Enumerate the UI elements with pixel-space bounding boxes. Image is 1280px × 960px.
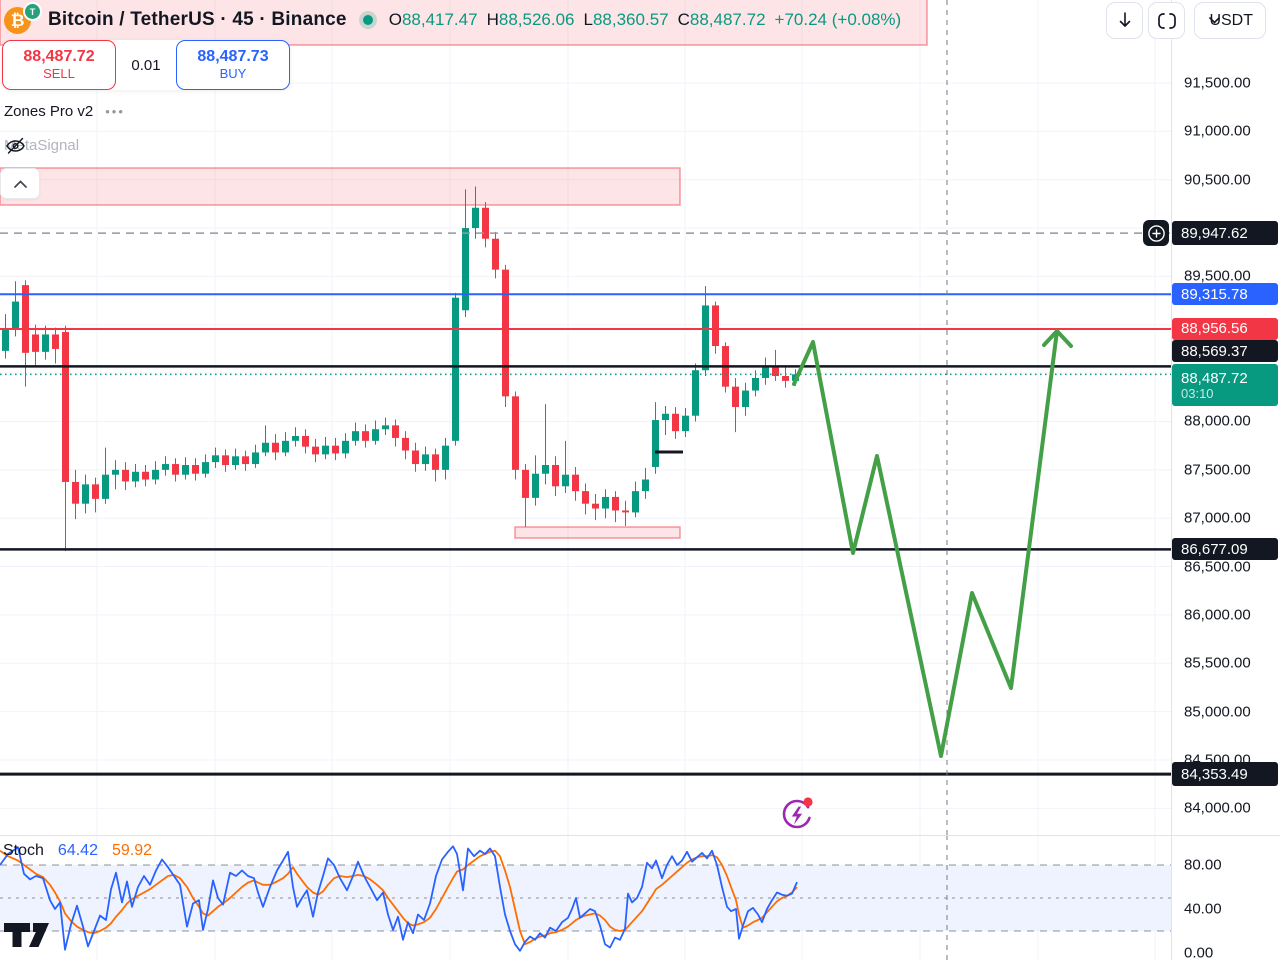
stoch-label: Stoch [3,842,44,859]
price-tick-label: 90,500.00 [1184,171,1251,189]
supply-zones [0,0,928,539]
stoch-k-value: 64.42 [57,842,98,859]
chevron-up-icon [13,179,27,188]
stoch-tick-label: 0.00 [1184,944,1214,960]
price-level-label: 89,947.62 [1172,221,1278,246]
stoch-k-line [0,845,798,952]
countdown-timer: 03:10 [1181,385,1214,401]
price-tick-label: 85,500.00 [1184,654,1251,672]
change-value: +70.24 (+0.08%) [774,10,902,29]
price-grid [0,0,1171,835]
sell-button[interactable]: 88,487.72 SELL [2,40,116,90]
download-button[interactable] [1106,2,1144,39]
price-level-label: 89,315.78 [1172,283,1278,306]
quantity-field[interactable]: 0.01 [131,56,161,74]
price-axis[interactable] [1171,0,1280,960]
bitcoin-icon[interactable]: ₿ T [4,2,42,36]
price-tick-label: 87,000.00 [1184,509,1251,527]
snapshot-icon [1158,12,1176,29]
collapse-button[interactable] [0,168,40,199]
eye-hidden-icon[interactable] [4,136,27,155]
close-label: C [677,10,690,29]
price-tick-label: 91,500.00 [1184,74,1251,92]
price-tick-label: 85,000.00 [1184,703,1251,721]
stoch-legend[interactable]: Stoch 64.42 59.92 [3,842,152,860]
low-value: 88,360.57 [592,10,669,29]
close-value: 88,487.72 [689,10,766,29]
price-tick-label: 89,500.00 [1184,267,1251,285]
sell-label: SELL [43,65,75,81]
legend-menu-dots[interactable]: ••• [105,104,125,119]
top-right-controls: USDT [1106,2,1266,39]
high-label: H [486,10,499,29]
price-tick-label: 91,000.00 [1184,122,1251,140]
currency-value: USDT [1209,11,1253,29]
stoch-pane-canvas[interactable] [0,835,1171,960]
candles [2,186,799,552]
stoch-d-line [0,849,798,946]
low-label: L [583,10,593,29]
indicator-zones-pro-label: Zones Pro v2 [4,103,94,120]
symbol-title[interactable]: Bitcoin / TetherUS · 45 · Binance [48,9,347,30]
horizontal-lines [0,232,1171,776]
stoch-tick-label: 40.00 [1184,900,1222,918]
price-tick-label: 84,000.00 [1184,799,1251,817]
price-tick-label: 87,500.00 [1184,461,1251,479]
price-tick-label: 88,000.00 [1184,412,1251,430]
stoch-d-value: 59.92 [111,842,153,859]
price-level-label: 88,487.72 03:10 [1172,364,1278,407]
price-pane-canvas[interactable] [0,0,1171,835]
price-tick-label: 86,500.00 [1184,558,1251,576]
open-label: O [388,10,402,29]
tether-badge-icon: T [23,2,42,21]
ohlc-values: O88,417.47 H88,526.06 L88,360.57 C88,487… [389,10,901,30]
add-alert-plus-box[interactable] [1143,220,1169,247]
price-level-label: 88,956.56 [1172,317,1278,340]
order-widget: 88,487.72 SELL 0.01 88,487.73 BUY [2,40,290,90]
signal-flash-icon[interactable] [781,794,815,832]
tradingview-logo[interactable] [3,921,51,949]
buy-button[interactable]: 88,487.73 BUY [176,40,290,90]
projection-zigzag[interactable] [792,329,1073,758]
price-level-label: 86,677.09 [1172,538,1278,561]
price-level-label: 84,353.49 [1172,762,1278,787]
price-level-label: 88,569.37 [1172,340,1278,363]
pane-separator[interactable] [0,835,1280,836]
chevron-down-icon [1209,17,1221,24]
notification-dot [803,797,813,807]
price-tick-label: 86,000.00 [1184,606,1251,624]
buy-label: BUY [219,65,247,81]
buy-price: 88,487.73 [197,48,269,66]
market-open-dot[interactable] [362,15,373,25]
indicator-metasignal-label: MetaSignal [4,137,80,154]
open-value: 88,417.47 [401,10,478,29]
stoch-tick-label: 80.00 [1184,856,1222,874]
plus-circle-icon [1147,224,1165,242]
legend-row-zones-pro[interactable]: Zones Pro v2 ••• [4,103,125,120]
sell-price: 88,487.72 [23,48,95,66]
download-icon [1119,11,1131,27]
symbol-header: ₿ T Bitcoin / TetherUS · 45 · Binance O8… [4,2,901,36]
snapshot-button[interactable] [1148,2,1186,39]
currency-dropdown[interactable]: USDT [1194,2,1266,39]
high-value: 88,526.06 [498,10,575,29]
legend-row-metasignal[interactable]: MetaSignal [4,137,79,154]
